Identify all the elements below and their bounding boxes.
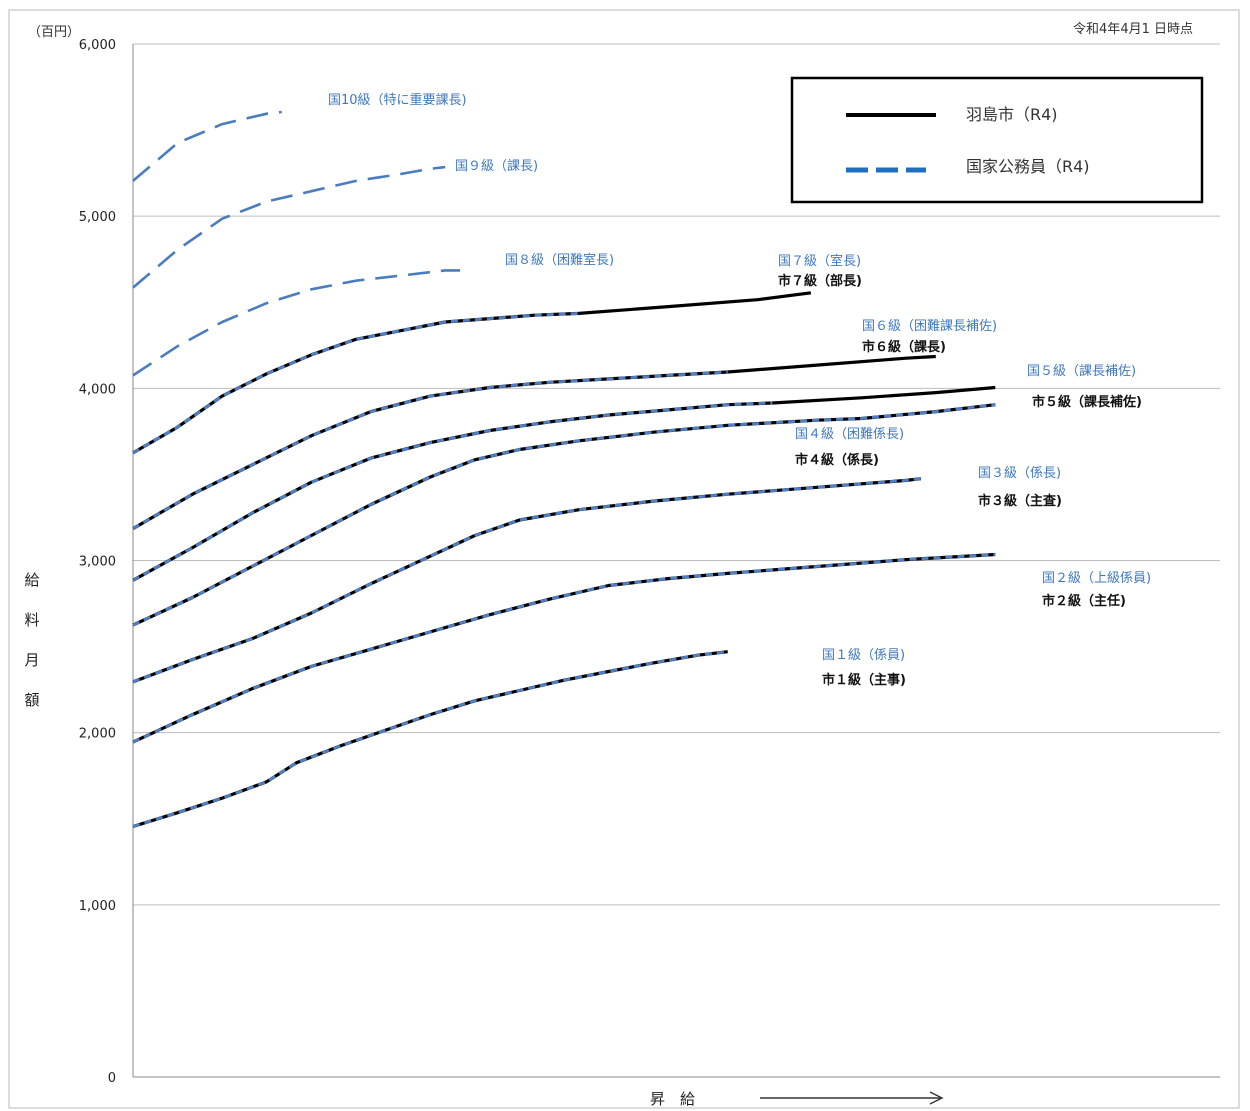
city-label-grade-5: 市５級（課長補佐) [1032,394,1142,410]
legend-box [790,76,1204,204]
national-label-grade-4: 国４級（困難係長) [795,427,904,442]
series-labels: 国１級（係員) 市１級（主事) 国２級（上級係員) 市２級（主任) 国３級（係長) 市３級… [328,92,1151,688]
city-line-grade-3 [132,477,922,684]
series-lines [132,110,996,829]
national-label-grade-8: 国８級（困難室長) [505,252,614,268]
national-label-grade-2: 国２級（上級係員) [1042,571,1151,586]
national-label-grade-1: 国１級（係員) [822,648,905,663]
y-axis-label-char: 額 [24,691,39,709]
national-line-grade-4 [132,403,996,627]
city-label-grade-2: 市２級（主任) [1042,593,1126,609]
city-label-grade-4: 市４級（係長) [795,452,879,468]
national-line-grade-9 [132,165,446,289]
legend-label-city: 羽島市（R4) [966,105,1058,124]
national-label-grade-3: 国３級（係長) [978,466,1061,481]
national-label-grade-10: 国10級（特に重要課長) [328,92,467,108]
national-line-grade-6 [132,370,728,530]
y-tick-label: 0 [108,1071,116,1086]
city-label-grade-6: 市６級（課長) [862,339,946,355]
y-tick-label: 2,000 [79,727,116,742]
city-label-grade-1: 市１級（主事) [822,672,906,688]
national-line-grade-1 [132,650,728,828]
y-axis-label-char: 給 [24,571,39,589]
city-line-grade-6 [132,354,936,530]
national-line-grade-8 [132,269,461,377]
unit-label: （百円） [28,25,80,40]
national-line-grade-2 [132,553,996,744]
axes [132,44,1220,1078]
city-label-grade-3: 市３級（主査) [978,493,1062,509]
y-tick-label: 5,000 [79,210,116,225]
city-label-grade-7: 市７級（部長) [778,273,862,289]
national-label-grade-5: 国５級（課長補佐) [1027,363,1136,379]
national-label-grade-9: 国９級（課長) [455,158,538,174]
chart-frame [8,9,1240,1109]
gridlines [133,43,1220,906]
y-axis-label-char: 月 [24,651,39,669]
y-tick-label: 1,000 [79,899,116,914]
y-tick-label: 4,000 [79,382,116,397]
city-line-grade-1 [132,650,728,829]
national-line-grade-7 [132,312,580,455]
legend: 羽島市（R4) 国家公務員（R4) [790,76,1204,204]
y-tick-label: 3,000 [79,555,116,570]
legend-label-national: 国家公務員（R4) [966,157,1090,176]
date-note: 令和4年4月1 日時点 [1073,22,1193,37]
national-line-grade-10 [132,110,282,182]
national-label-grade-6: 国６級（困難課長補佐) [862,318,997,334]
x-axis-label: 昇 給 [650,1090,695,1108]
y-tick-labels: 0 1,000 2,000 3,000 4,000 5,000 6,000 [79,38,116,1086]
y-axis-label-char: 料 [24,611,39,629]
national-line-grade-3 [132,477,922,684]
national-label-grade-7: 国７級（室長) [778,253,861,269]
x-axis-arrow [760,1091,944,1105]
y-tick-label: 6,000 [79,38,116,53]
national-line-grade-5 [132,401,773,582]
